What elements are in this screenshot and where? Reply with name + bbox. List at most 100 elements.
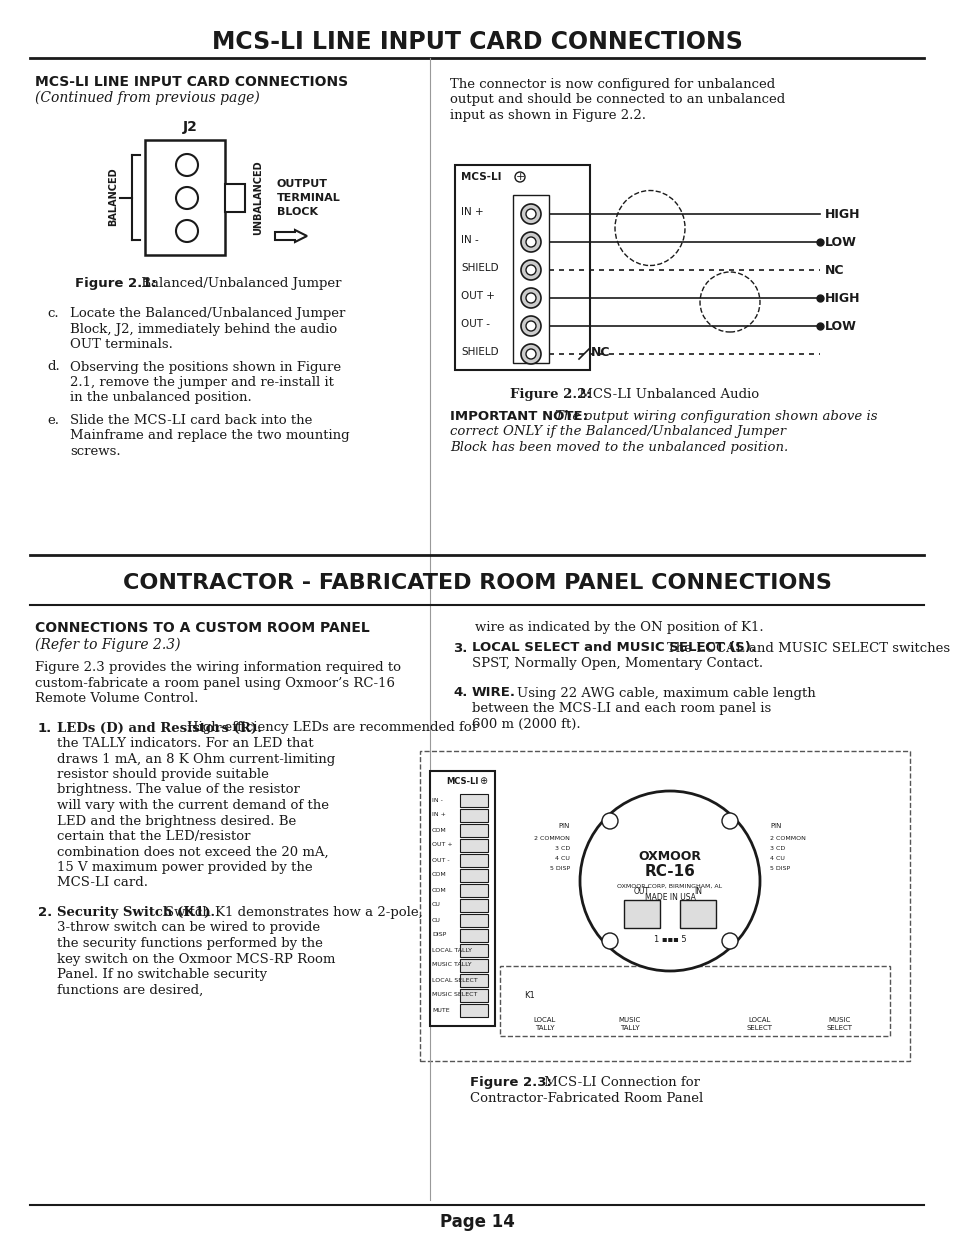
Circle shape: [525, 321, 536, 331]
Text: CONTRACTOR - FABRICATED ROOM PANEL CONNECTIONS: CONTRACTOR - FABRICATED ROOM PANEL CONNE…: [122, 573, 831, 593]
Text: (Refer to Figure 2.3): (Refer to Figure 2.3): [35, 638, 180, 652]
Text: Locate the Balanced/Unbalanced Jumper: Locate the Balanced/Unbalanced Jumper: [70, 308, 345, 320]
Bar: [459, 899, 488, 911]
Text: 2.: 2.: [38, 906, 52, 919]
Text: OUTPUT: OUTPUT: [276, 179, 328, 189]
Bar: [225, 184, 245, 212]
Text: Figure 2.3:: Figure 2.3:: [470, 1076, 551, 1089]
Text: BLOCK: BLOCK: [276, 207, 317, 217]
Text: PIN: PIN: [558, 823, 569, 829]
Circle shape: [520, 288, 540, 308]
Text: 4 CU: 4 CU: [769, 857, 784, 862]
Circle shape: [721, 932, 738, 948]
Bar: [459, 794, 488, 806]
Text: IN +: IN +: [432, 813, 445, 818]
Text: OUT -: OUT -: [432, 857, 449, 862]
Text: MUTE: MUTE: [432, 1008, 449, 1013]
Text: DISP: DISP: [432, 932, 446, 937]
Text: RC-16: RC-16: [644, 863, 695, 878]
Text: wire as indicated by the ON position of K1.: wire as indicated by the ON position of …: [475, 621, 762, 634]
Text: MCS-LI LINE INPUT CARD CONNECTIONS: MCS-LI LINE INPUT CARD CONNECTIONS: [35, 75, 348, 89]
Text: 2 COMMON: 2 COMMON: [534, 836, 569, 841]
Bar: [459, 853, 488, 867]
Text: OXMOOR CORP, BIRMINGHAM, AL: OXMOOR CORP, BIRMINGHAM, AL: [617, 883, 721, 888]
Text: COM: COM: [432, 872, 446, 878]
Text: MUSIC
SELECT: MUSIC SELECT: [826, 1018, 852, 1030]
Bar: [499, 966, 889, 1036]
Text: LOCAL TALLY: LOCAL TALLY: [432, 947, 472, 952]
Text: High-efficiency LEDs are recommended for: High-efficiency LEDs are recommended for: [187, 721, 477, 735]
Text: MCS-LI Unbalanced Audio: MCS-LI Unbalanced Audio: [575, 388, 759, 401]
Text: 4.: 4.: [453, 687, 467, 699]
Bar: [459, 929, 488, 942]
Text: c.: c.: [47, 308, 58, 320]
Text: in the unbalanced position.: in the unbalanced position.: [70, 391, 252, 405]
Text: Switch K1 demonstrates how a 2-pole,: Switch K1 demonstrates how a 2-pole,: [165, 906, 422, 919]
Text: LOCAL
SELECT: LOCAL SELECT: [746, 1018, 772, 1030]
Text: 3-throw switch can be wired to provide: 3-throw switch can be wired to provide: [57, 921, 320, 935]
Text: correct ONLY if the Balanced/Unbalanced Jumper: correct ONLY if the Balanced/Unbalanced …: [450, 426, 785, 438]
Text: J2: J2: [182, 120, 197, 135]
Text: MUSIC TALLY: MUSIC TALLY: [432, 962, 471, 967]
Circle shape: [520, 232, 540, 252]
Text: OXMOOR: OXMOOR: [638, 850, 700, 862]
Text: MUSIC
TALLY: MUSIC TALLY: [618, 1018, 640, 1030]
Text: Contractor-Fabricated Room Panel: Contractor-Fabricated Room Panel: [470, 1092, 702, 1105]
Circle shape: [520, 316, 540, 336]
Text: 4 CU: 4 CU: [555, 857, 569, 862]
Text: OUT +: OUT +: [432, 842, 452, 847]
Text: MCS-LI: MCS-LI: [446, 777, 478, 785]
Text: Figure 2.3 provides the wiring information required to: Figure 2.3 provides the wiring informati…: [35, 661, 400, 674]
Bar: [430, 771, 495, 1026]
Text: Mainframe and replace the two mounting: Mainframe and replace the two mounting: [70, 430, 349, 442]
Text: COM: COM: [432, 888, 446, 893]
Text: OUT terminals.: OUT terminals.: [70, 338, 172, 351]
Circle shape: [525, 209, 536, 219]
Text: UNBALANCED: UNBALANCED: [253, 161, 263, 236]
Text: MCS-LI Connection for: MCS-LI Connection for: [539, 1076, 700, 1089]
Bar: [145, 140, 225, 254]
Text: HIGH: HIGH: [824, 291, 860, 305]
Circle shape: [520, 261, 540, 280]
Text: Block has been moved to the unbalanced position.: Block has been moved to the unbalanced p…: [450, 441, 787, 454]
Bar: [459, 914, 488, 927]
Text: Figure 2.2:: Figure 2.2:: [510, 388, 591, 401]
Circle shape: [721, 813, 738, 829]
Text: CONNECTIONS TO A CUSTOM ROOM PANEL: CONNECTIONS TO A CUSTOM ROOM PANEL: [35, 621, 370, 635]
Text: brightness. The value of the resistor: brightness. The value of the resistor: [57, 783, 299, 797]
Circle shape: [601, 813, 618, 829]
Text: 3 CD: 3 CD: [554, 846, 569, 851]
Text: ⊕: ⊕: [478, 776, 487, 785]
Bar: [459, 809, 488, 823]
Text: d.: d.: [47, 361, 60, 373]
Bar: [459, 974, 488, 987]
Text: OUT -: OUT -: [460, 319, 490, 329]
Circle shape: [175, 186, 198, 209]
Circle shape: [525, 266, 536, 275]
Text: SHIELD: SHIELD: [460, 347, 498, 357]
Bar: [459, 1004, 488, 1016]
Text: WIRE.: WIRE.: [472, 687, 516, 699]
Text: Observing the positions shown in Figure: Observing the positions shown in Figure: [70, 361, 341, 373]
Text: 5 DISP: 5 DISP: [769, 867, 789, 872]
Text: certain that the LED/resistor: certain that the LED/resistor: [57, 830, 251, 844]
Bar: [623, 900, 659, 927]
Text: custom-fabricate a room panel using Oxmoor’s RC-16: custom-fabricate a room panel using Oxmo…: [35, 677, 395, 689]
Text: LEDs (D) and Resistors (R).: LEDs (D) and Resistors (R).: [57, 721, 262, 735]
Text: MCS-LI LINE INPUT CARD CONNECTIONS: MCS-LI LINE INPUT CARD CONNECTIONS: [212, 30, 741, 54]
Text: 3.: 3.: [453, 641, 467, 655]
Circle shape: [525, 237, 536, 247]
Text: between the MCS-LI and each room panel is: between the MCS-LI and each room panel i…: [472, 701, 770, 715]
Text: NC: NC: [590, 346, 610, 358]
Circle shape: [175, 154, 198, 177]
Text: CU: CU: [432, 903, 440, 908]
Text: The LOCAL and MUSIC SELECT switches are: The LOCAL and MUSIC SELECT switches are: [666, 641, 953, 655]
Text: NC: NC: [824, 263, 843, 277]
Text: resistor should provide suitable: resistor should provide suitable: [57, 768, 269, 781]
Text: SHIELD: SHIELD: [460, 263, 498, 273]
Text: IN: IN: [693, 887, 701, 895]
Text: OUT +: OUT +: [460, 291, 495, 301]
Circle shape: [601, 932, 618, 948]
Text: COM: COM: [432, 827, 446, 832]
Text: input as shown in Figure 2.2.: input as shown in Figure 2.2.: [450, 109, 645, 122]
